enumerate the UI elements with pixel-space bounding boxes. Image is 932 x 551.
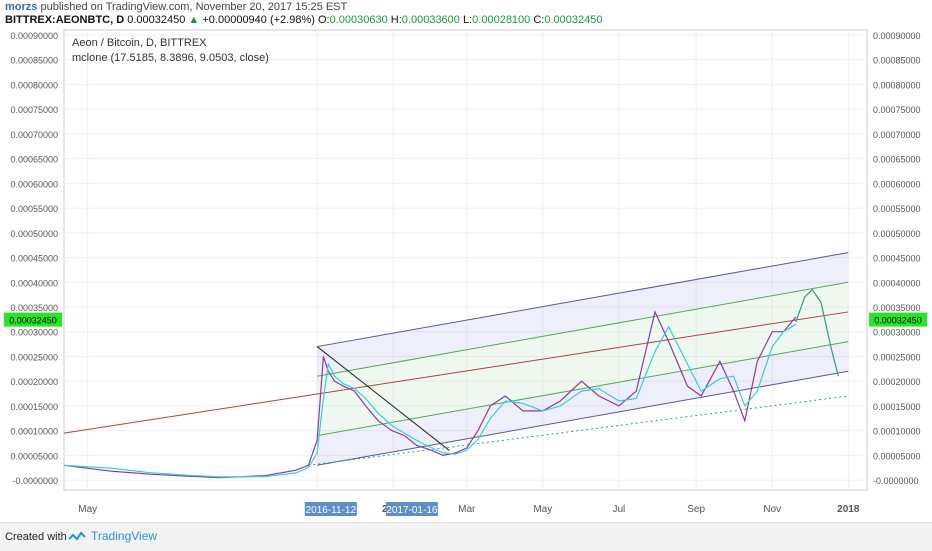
y-tick-label: 0.00050000	[10, 229, 58, 239]
y-tick-label: 0.00080000	[10, 80, 58, 90]
y-tick-label: 0.00090000	[10, 31, 58, 41]
open-value: 0.00030630	[329, 14, 388, 26]
y-tick-label: 0.00060000	[873, 179, 921, 189]
y-tick-label: 0.00035000	[873, 303, 921, 313]
regression-channel[interactable]	[63, 252, 849, 466]
publish-text: published on TradingView.com, November 2…	[40, 1, 348, 13]
tradingview-link[interactable]: TradingView	[68, 529, 157, 543]
y-tick-label: 0.00015000	[873, 402, 921, 412]
channel-upper-line	[317, 252, 849, 348]
price-line	[63, 310, 797, 479]
channel-band-upper	[317, 252, 849, 377]
close-label: C:	[533, 14, 545, 26]
y-tick-label: 0.00045000	[10, 254, 58, 264]
tradingview-logo-icon	[68, 531, 86, 541]
y-tick-label: 0.00025000	[10, 352, 58, 362]
brand-name: TradingView	[91, 529, 158, 543]
y-tick-label: 0.00020000	[873, 377, 921, 387]
y-axis-left[interactable]: 0.00090000 0.00085000 0.00080000 0.00075000…	[10, 31, 58, 486]
x-axis[interactable]: MayNov2017MarMayJulSepNov20182016-11-122…	[78, 502, 860, 516]
price-badge-right	[869, 312, 927, 327]
price-badge-left	[4, 312, 62, 327]
median-line	[63, 311, 849, 434]
x-tick-label: Mar	[458, 504, 476, 515]
channel-band-middle	[317, 282, 849, 436]
high-value: 0.00033600	[401, 14, 460, 26]
grid	[64, 30, 867, 490]
close-value: 0.00032450	[544, 14, 603, 26]
y-tick-label: 0.00090000	[873, 31, 921, 41]
y-tick-label: 0.00070000	[873, 130, 921, 140]
channel-upper-mid-line	[317, 281, 849, 377]
y-tick-label: 0.00055000	[873, 204, 921, 214]
x-tick-label: May	[533, 504, 552, 515]
y-tick-label: 0.00025000	[873, 352, 921, 362]
y-tick-label: 0.00070000	[10, 130, 58, 140]
indicator-label: mclone (17.5185, 8.3896, 9.0503, close)	[72, 52, 269, 64]
y-tick-label: 0.00040000	[873, 278, 921, 288]
publish-info: morzs published on TradingView.com, Nove…	[5, 1, 347, 13]
price-badge-right-label: 0.00032450	[874, 316, 922, 326]
trend-segment	[316, 346, 450, 451]
y-tick-label: 0.00005000	[10, 451, 58, 461]
y-tick-label: 0.00065000	[873, 155, 921, 165]
created-with-text: Created with	[5, 531, 67, 543]
y-tick-label: 0.00030000	[873, 328, 921, 338]
symbol-label: BITTREX:AEONBTC, D	[5, 14, 125, 26]
high-label: H:	[390, 14, 402, 26]
date-marker-label: 2016-11-12	[306, 505, 357, 516]
y-tick-label: 0.00020000	[10, 377, 58, 387]
y-tick-label: 0.00030000	[10, 328, 58, 338]
chart-title: Aeon / Bitcoin, D, BITTREX	[72, 37, 207, 49]
y-tick-label: 0.00040000	[10, 278, 58, 288]
last-price: 0.00032450	[127, 14, 186, 26]
y-tick-label: -0.0000000	[873, 476, 919, 486]
price-chart[interactable]: 0.00032450 0.00032450 0.00090000 0.0008500…	[0, 28, 932, 522]
y-tick-label: 0.00085000	[873, 56, 921, 66]
date-marker-label: 2017-01-16	[386, 505, 438, 516]
channel-band-lower	[317, 341, 849, 466]
y-tick-label: 0.00055000	[10, 204, 58, 214]
y-axis-right[interactable]: 0.00090000 0.00085000 0.00080000 0.00075000…	[873, 31, 921, 486]
y-tick-label: 0.00045000	[873, 254, 921, 264]
indicator-line	[63, 323, 797, 478]
up-arrow-icon: ▲	[188, 14, 200, 26]
date-marker-badge	[304, 502, 357, 516]
y-tick-label: 0.00085000	[10, 56, 58, 66]
x-tick-label: Sep	[687, 504, 705, 515]
y-tick-label: 0.00010000	[10, 427, 58, 437]
x-tick-label: May	[78, 504, 97, 515]
y-tick-label: 0.00015000	[10, 402, 58, 412]
support-dotted-line	[308, 395, 849, 466]
x-tick-label: 2018	[837, 504, 860, 515]
low-label: L:	[462, 14, 473, 26]
footer: Created with TradingView	[0, 522, 932, 551]
y-tick-label: 0.00075000	[10, 105, 58, 115]
y-tick-label: 0.00080000	[873, 80, 921, 90]
price-change: +0.00000940 (+2.98%)	[202, 14, 315, 26]
ohlc-readout: BITTREX:AEONBTC, D 0.00032450 ▲ +0.00000…	[5, 14, 602, 26]
y-tick-label: 0.00035000	[10, 303, 58, 313]
open-label: O:	[317, 14, 330, 26]
y-tick-label: -0.0000000	[12, 476, 58, 486]
low-value: 0.00028100	[472, 14, 531, 26]
date-marker-badge	[385, 502, 438, 516]
price-series: 0.00032450 0.00032450	[4, 310, 927, 479]
forecast-arc	[795, 288, 839, 377]
y-tick-label: 0.00010000	[873, 427, 921, 437]
x-tick-label: Nov	[763, 504, 781, 515]
plot-frame	[63, 29, 868, 491]
y-tick-label: 0.00005000	[873, 451, 921, 461]
y-tick-label: 0.00065000	[10, 155, 58, 165]
price-badge-left-label: 0.00032450	[9, 316, 57, 326]
y-tick-label: 0.00075000	[873, 105, 921, 115]
x-tick-label: Jul	[612, 504, 625, 515]
author-name[interactable]: morzs	[5, 1, 38, 13]
y-tick-label: 0.00060000	[10, 179, 58, 189]
channel-lower-line	[317, 370, 849, 466]
chart-header: morzs published on TradingView.com, Nove…	[0, 0, 932, 28]
y-tick-label: 0.00050000	[873, 229, 921, 239]
